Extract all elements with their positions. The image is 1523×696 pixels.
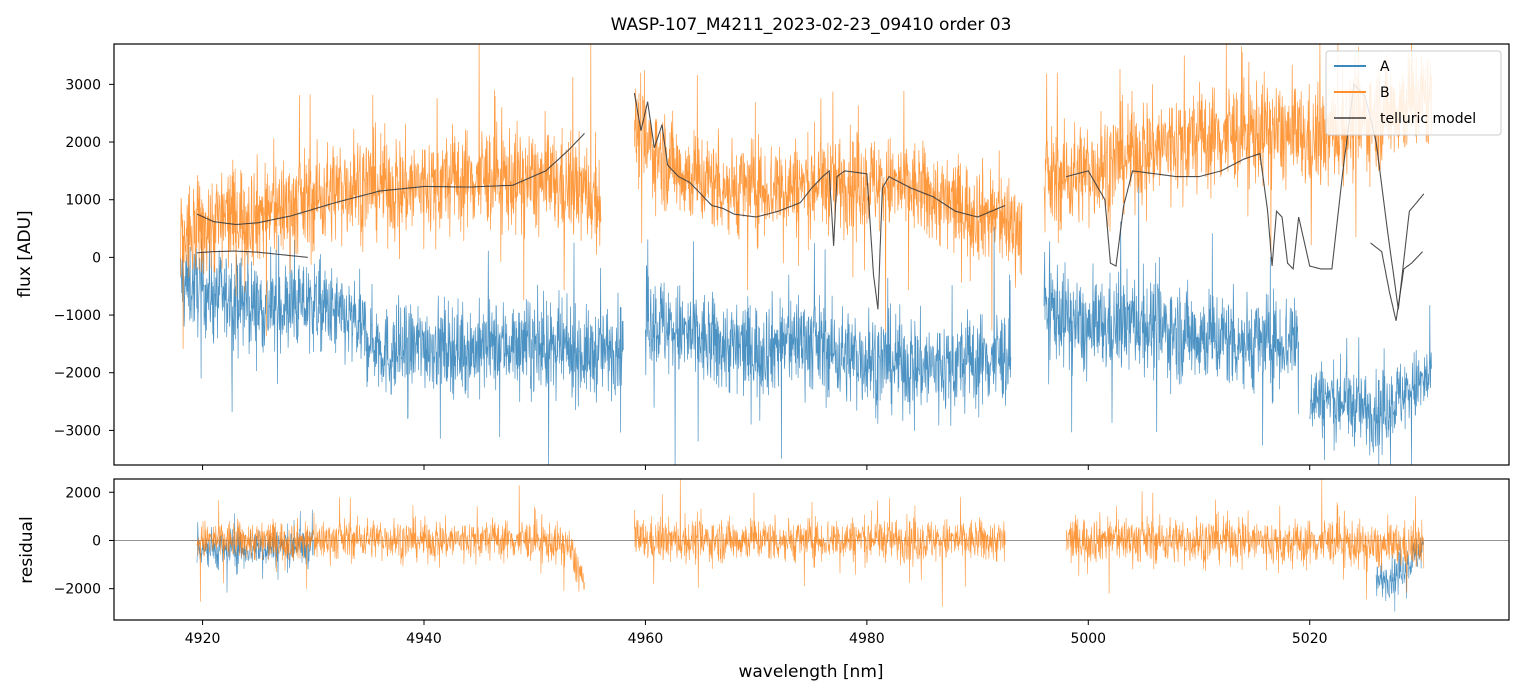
series-a-segment-0: [180, 228, 624, 466]
series-a-segment-3: [1309, 305, 1432, 466]
y-tick-label: 2000: [65, 485, 101, 501]
series-a-segment-2: [1043, 178, 1299, 446]
x-tick-label: 5020: [1292, 631, 1328, 647]
chart-title: WASP-107_M4211_2023-02-23_09410 order 03: [611, 15, 1012, 35]
y-tick-label: −2000: [54, 366, 101, 382]
series-b-segment-0: [180, 43, 602, 349]
y-tick-label: −3000: [54, 423, 101, 439]
y-tick-label: −1000: [54, 308, 101, 324]
y-tick-label: 1000: [65, 193, 101, 209]
bottom-y-ticks: −2000 0 2000: [54, 485, 114, 598]
bottom-y-axis-label: residual: [17, 516, 37, 583]
series-b-bottom: [196, 478, 1425, 607]
series-telluric-model-segment-4: [1370, 242, 1424, 321]
legend-box: [1325, 50, 1502, 136]
series-a-top: [180, 178, 1432, 466]
x-tick-label: 5000: [1070, 631, 1106, 647]
y-tick-label: 0: [92, 250, 101, 266]
bottom-panel: −2000 0 2000 4920 4940 4960 4980 5000 5020 resi…: [17, 478, 1510, 682]
series-b-segment-2: [1065, 478, 1425, 600]
legend-label-a: A: [1380, 59, 1390, 75]
series-b-segment-2: [1043, 43, 1432, 252]
series-a-segment-1: [645, 226, 1012, 466]
bottom-x-ticks: 4920 4940 4960 4980 5000 5020: [185, 620, 1328, 647]
series-telluric-model-segment-2: [633, 92, 1006, 310]
x-tick-label: 4960: [628, 631, 664, 647]
series-b-segment-1: [634, 478, 1006, 607]
bottom-plot-area: [114, 478, 1509, 612]
series-telluric-model-segment-1: [196, 133, 585, 226]
series-b-segment-0: [196, 485, 585, 602]
y-tick-label: 0: [92, 533, 101, 549]
y-tick-label: −2000: [54, 582, 101, 598]
bottom-panel-frame: [113, 478, 1510, 621]
top-x-ticks: [202, 465, 1311, 470]
x-axis-label: wavelength [nm]: [738, 662, 883, 682]
y-tick-label: 2000: [65, 135, 101, 151]
top-y-ticks: −3000 −2000 −1000 0 1000 2000 3000: [54, 77, 114, 439]
x-tick-label: 4920: [185, 631, 221, 647]
y-tick-label: 3000: [65, 77, 101, 93]
series-telluric-model-segment-0: [196, 250, 308, 258]
legend-label-b: B: [1380, 85, 1390, 101]
top-panel-frame: [113, 43, 1510, 466]
legend-label-telluric: telluric model: [1380, 111, 1476, 127]
legend: A B telluric model: [1325, 50, 1502, 136]
top-y-axis-label: flux [ADU]: [15, 210, 35, 297]
x-tick-label: 4980: [849, 631, 885, 647]
top-panel: −3000 −2000 −1000 0 1000 2000 3000 flux [ADU]: [15, 43, 1510, 470]
x-tick-label: 4940: [406, 631, 442, 647]
